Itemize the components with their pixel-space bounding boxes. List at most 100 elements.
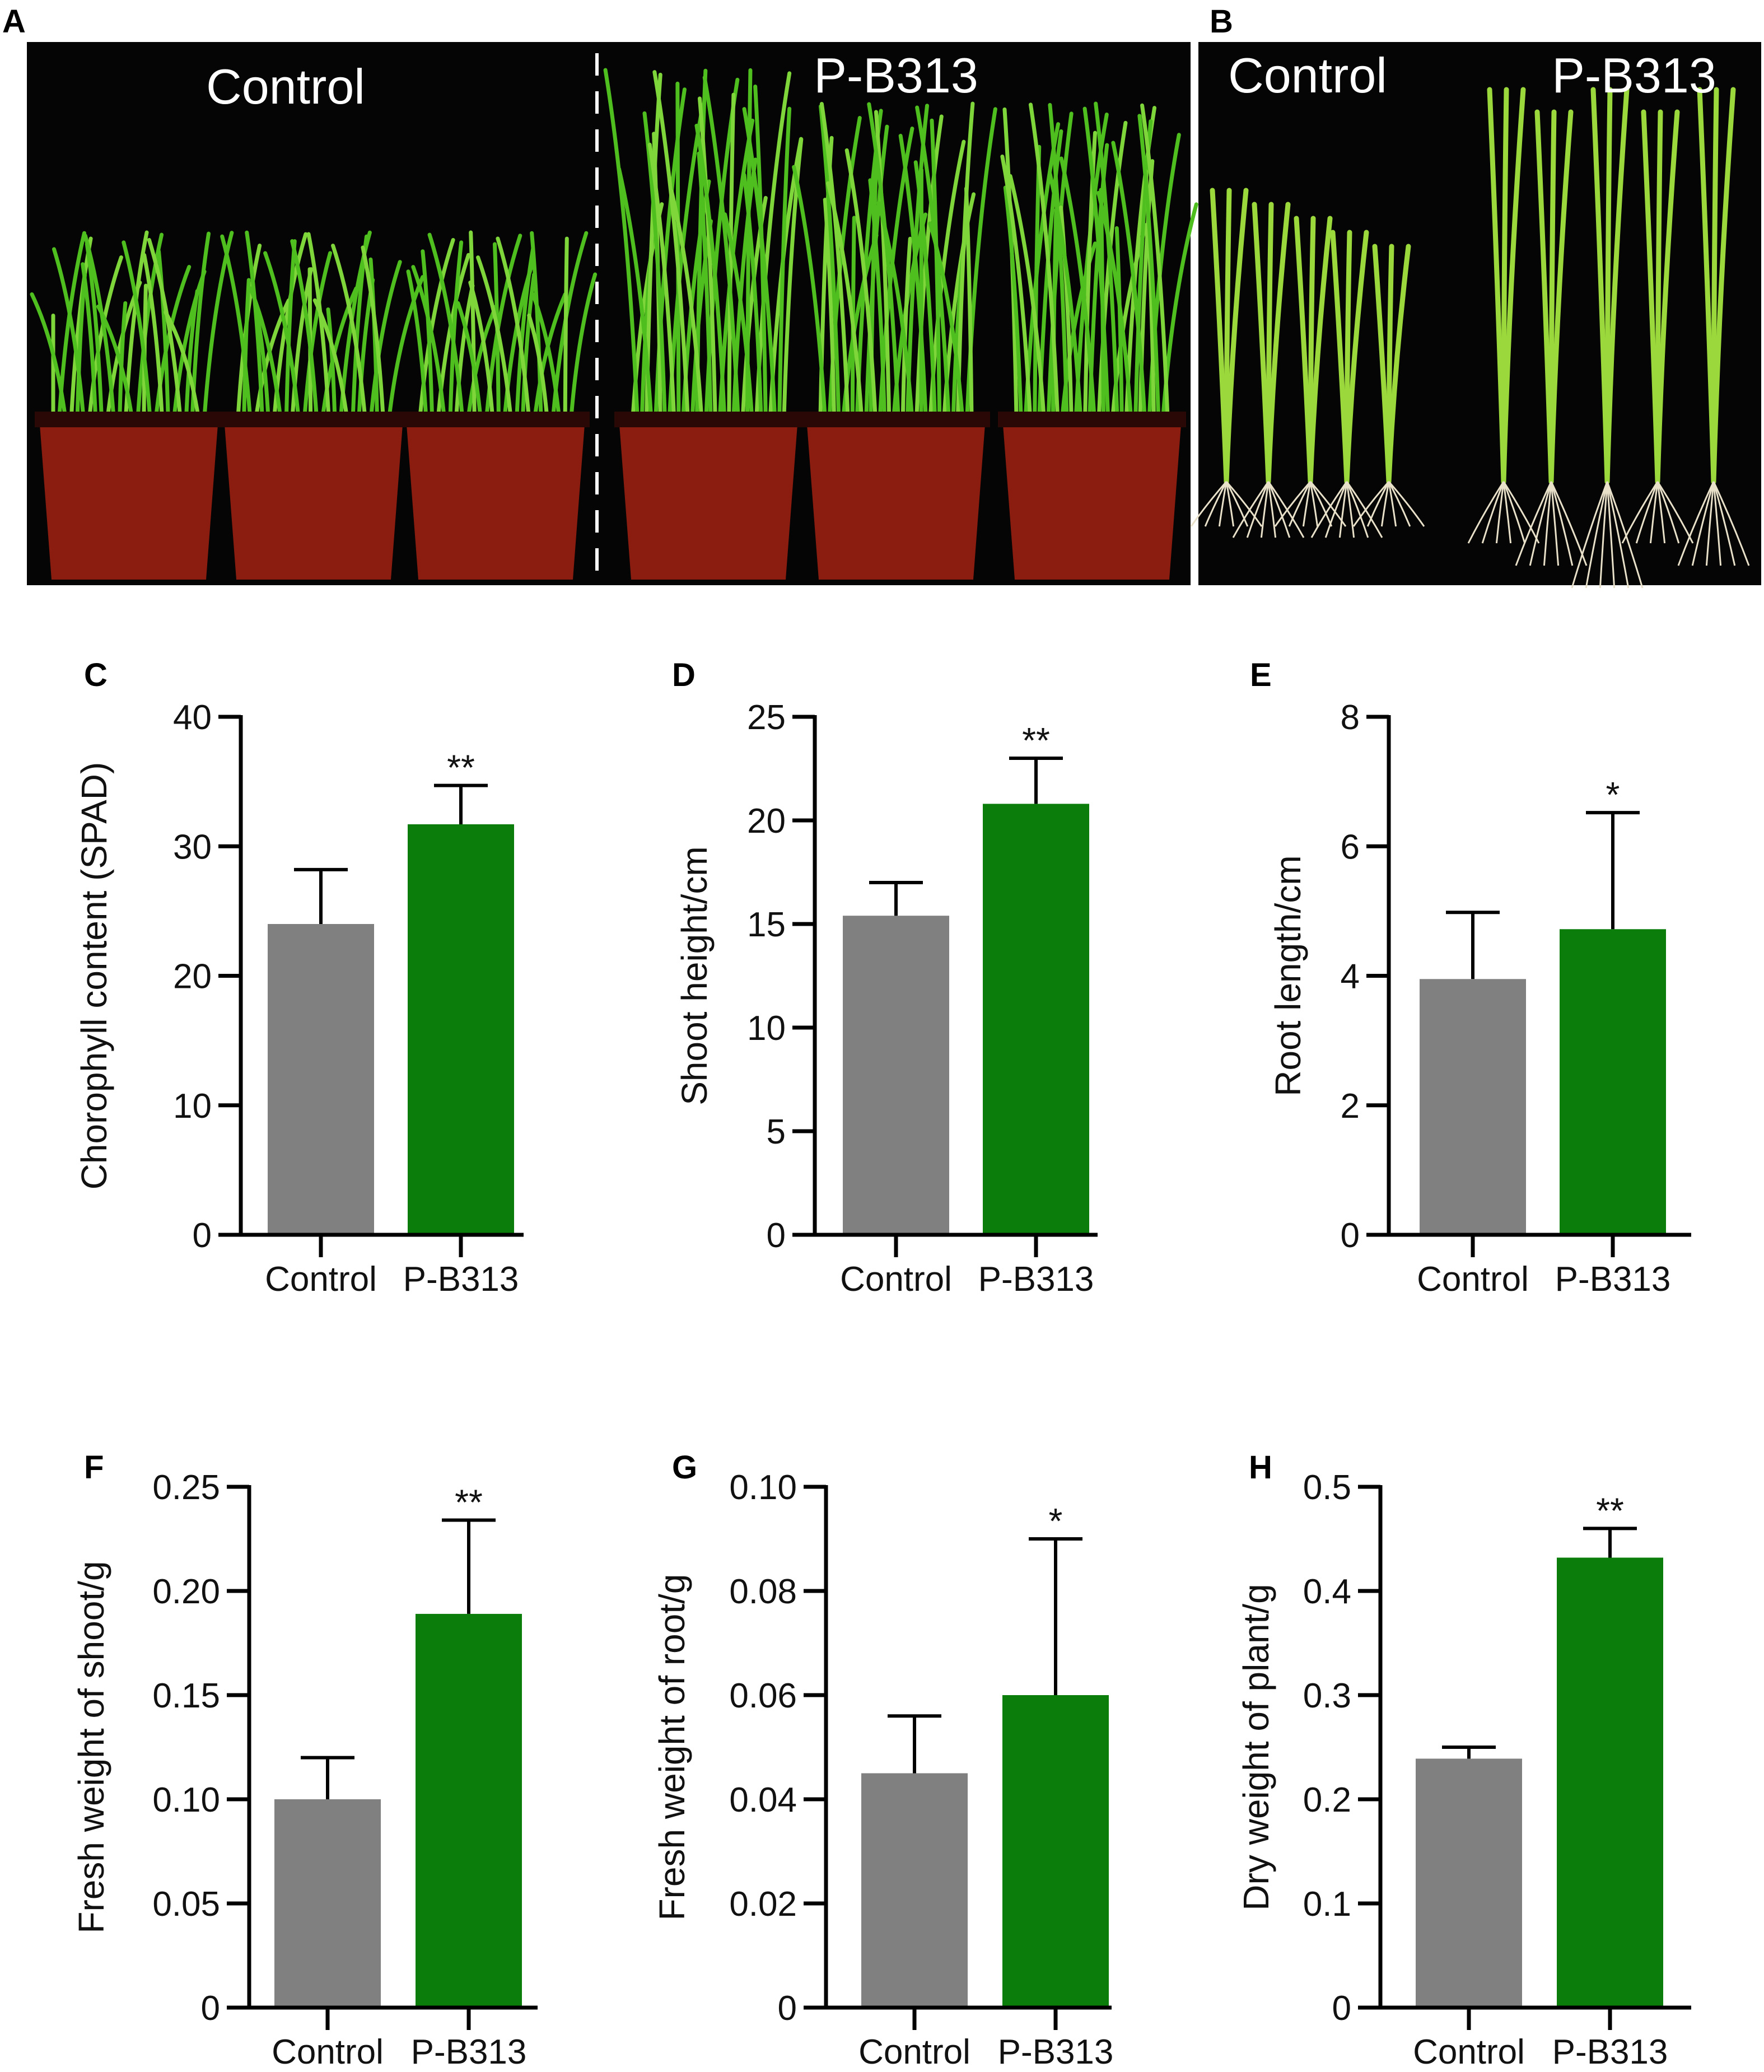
grass-blade bbox=[563, 236, 569, 419]
seedling-leaf bbox=[1655, 109, 1680, 484]
y-tick-label: 0.3 bbox=[1303, 1677, 1351, 1715]
y-tick-label: 0.06 bbox=[729, 1677, 797, 1715]
y-tick-label: 0.4 bbox=[1303, 1572, 1351, 1611]
y-tick-label: 8 bbox=[1341, 698, 1360, 737]
grass-blade bbox=[647, 142, 676, 419]
y-tick-label: 0 bbox=[767, 1216, 786, 1255]
grass-blade bbox=[1096, 190, 1133, 419]
chart-panel-c: C Control ** P-B313 0 10 20 30 40 Chorophyll cont… bbox=[74, 657, 524, 1299]
grass-blade bbox=[1048, 102, 1069, 419]
grass-blade bbox=[900, 236, 912, 419]
grass-blade bbox=[850, 216, 856, 419]
seedling-root bbox=[1346, 481, 1355, 538]
seedling-root bbox=[1218, 481, 1228, 527]
seedling-root bbox=[1481, 481, 1505, 544]
grass-blade bbox=[456, 301, 483, 419]
category-label: P-B313 bbox=[1555, 1260, 1671, 1299]
grass-blade bbox=[1046, 111, 1074, 419]
category-label: Control bbox=[1417, 1260, 1529, 1299]
seedling-root bbox=[1232, 481, 1270, 538]
grass-blade bbox=[723, 212, 754, 419]
seedling-root bbox=[1705, 481, 1715, 566]
grass-blade bbox=[427, 232, 465, 419]
y-tick-label: 0.15 bbox=[152, 1677, 220, 1715]
seedling-leaf bbox=[1266, 202, 1291, 484]
significance-mark: ** bbox=[1596, 1490, 1624, 1530]
grass-blade bbox=[697, 151, 713, 419]
significance-mark: * bbox=[1606, 774, 1620, 815]
seedling-root bbox=[1204, 481, 1228, 527]
grass-blade bbox=[30, 292, 68, 419]
grass-blade bbox=[448, 240, 464, 419]
grass-blade bbox=[122, 240, 152, 419]
seedling-root bbox=[1599, 481, 1608, 589]
panel-letter: D bbox=[672, 657, 696, 693]
seedling-leaf bbox=[1308, 216, 1333, 484]
pot-rim bbox=[402, 412, 590, 427]
grass-blade bbox=[603, 68, 640, 419]
pot bbox=[39, 417, 218, 580]
seedling-root bbox=[1190, 481, 1228, 527]
panel-letter: H bbox=[1249, 1449, 1272, 1486]
grass-blade bbox=[1059, 156, 1096, 419]
y-tick-label: 0 bbox=[201, 1989, 220, 2028]
pot bbox=[1002, 417, 1182, 580]
bar-p-b313 bbox=[1002, 1695, 1109, 2008]
seedling-root bbox=[1288, 481, 1312, 527]
seedling-root bbox=[1621, 481, 1659, 544]
grass-blade bbox=[876, 200, 914, 419]
grass-blade bbox=[406, 269, 428, 419]
y-tick-label: 0.1 bbox=[1303, 1885, 1351, 1924]
grass-blade bbox=[254, 307, 270, 419]
grass-blade bbox=[1008, 174, 1046, 419]
pot bbox=[224, 417, 403, 580]
grass-blade bbox=[652, 70, 690, 419]
y-tick-label: 2 bbox=[1341, 1087, 1360, 1126]
pot bbox=[806, 417, 986, 580]
grass-blade bbox=[928, 221, 965, 419]
seedling-root bbox=[1267, 481, 1277, 538]
y-tick-label: 0.20 bbox=[152, 1572, 220, 1611]
category-label: P-B313 bbox=[411, 2033, 527, 2071]
grass-blade bbox=[263, 251, 301, 419]
seedling-root bbox=[1267, 481, 1291, 538]
bar-control bbox=[1416, 1758, 1522, 2008]
potted-seedlings-illustration bbox=[30, 68, 1198, 580]
grass-blade bbox=[1000, 154, 1033, 419]
seedling-root bbox=[1550, 481, 1560, 566]
grass-blade bbox=[617, 167, 654, 419]
bar-p-b313 bbox=[983, 804, 1089, 1235]
grass-blade bbox=[782, 137, 804, 419]
seedling-root bbox=[1260, 481, 1270, 538]
bar-control bbox=[843, 916, 949, 1235]
grass-blade bbox=[819, 104, 841, 419]
seedling-root bbox=[1309, 481, 1333, 527]
grass-blade bbox=[569, 272, 598, 419]
seedling-root bbox=[1606, 481, 1616, 589]
panel-letter: E bbox=[1250, 657, 1272, 693]
grass-blade bbox=[527, 313, 549, 419]
seedling-root bbox=[1502, 481, 1526, 544]
seedling-leaf bbox=[1604, 87, 1630, 484]
panel-letter: F bbox=[84, 1449, 104, 1486]
grass-blade bbox=[521, 272, 536, 419]
grass-blade bbox=[312, 298, 349, 419]
grass-blade bbox=[697, 96, 717, 419]
grass-blade bbox=[1051, 208, 1058, 419]
seedling-root bbox=[1543, 481, 1552, 566]
grass-blade bbox=[81, 262, 98, 419]
seedling-root bbox=[1346, 481, 1369, 538]
seedling-leaf bbox=[1344, 230, 1369, 484]
y-tick-label: 4 bbox=[1341, 958, 1360, 996]
grass-blade bbox=[964, 186, 974, 419]
category-label: P-B313 bbox=[978, 1260, 1094, 1299]
grass-blade bbox=[387, 275, 425, 419]
photo-a-treatment-title: P-B313 bbox=[814, 48, 978, 103]
seedling-leaf bbox=[1224, 188, 1249, 484]
category-label: Control bbox=[272, 2033, 384, 2071]
seedling-leaf bbox=[1386, 244, 1411, 484]
grass-blade bbox=[52, 247, 86, 419]
bar-control bbox=[268, 924, 374, 1235]
grass-blade bbox=[184, 289, 199, 419]
